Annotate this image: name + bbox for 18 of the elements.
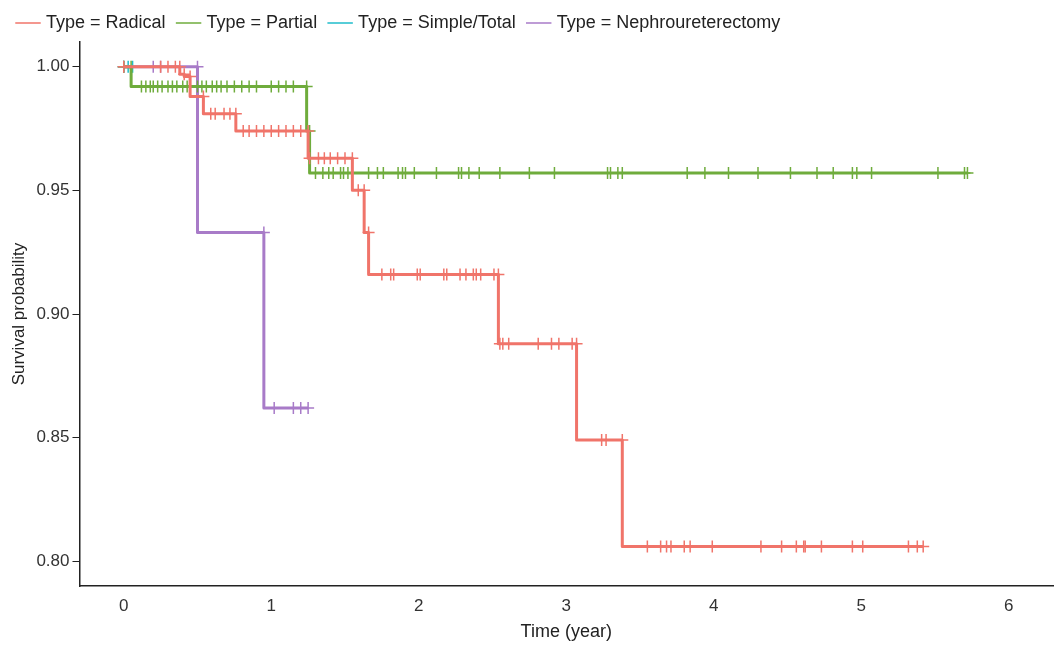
y-tick-label: 0.80 xyxy=(36,550,70,570)
x-tick-label: 2 xyxy=(414,595,424,615)
x-tick-label: 1 xyxy=(266,595,276,615)
legend-label: Type = Partial xyxy=(206,11,318,32)
y-tick-label: 0.85 xyxy=(36,427,70,447)
y-axis-title: Survival probability xyxy=(8,242,28,386)
y-tick-label: 0.90 xyxy=(36,303,70,323)
x-tick-label: 4 xyxy=(709,595,719,615)
x-tick-label: 3 xyxy=(561,595,571,615)
x-tick-label: 0 xyxy=(119,595,129,615)
y-tick-label: 1.00 xyxy=(36,56,70,76)
legend-label: Type = Nephroureterectomy xyxy=(556,11,781,32)
legend-label: Type = Simple/Total xyxy=(358,11,516,32)
x-axis-title: Time (year) xyxy=(520,621,612,642)
x-tick-label: 5 xyxy=(856,595,866,615)
x-tick-label: 6 xyxy=(1004,595,1014,615)
y-tick-label: 0.95 xyxy=(36,180,70,200)
legend-label: Type = Radical xyxy=(46,11,166,32)
